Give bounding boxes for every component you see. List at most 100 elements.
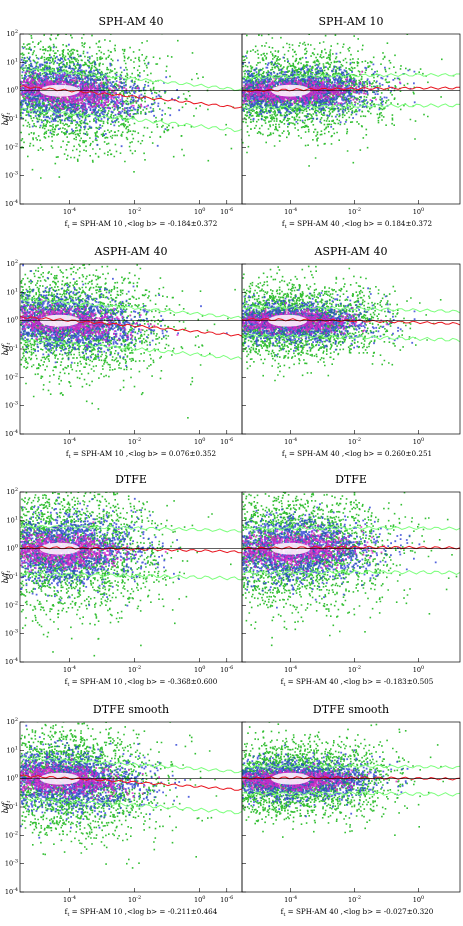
x-tick-label: 100​ xyxy=(413,437,424,446)
lower-percentile-line xyxy=(20,107,242,133)
y-tick-label: 101​ xyxy=(7,57,18,66)
upper-percentile-line xyxy=(242,72,460,80)
lower-percentile-line xyxy=(242,333,460,343)
x-tick-label: 10-6​ xyxy=(220,895,233,904)
density-cloud xyxy=(242,722,460,838)
lower-percentile-line xyxy=(20,337,242,361)
panel-subtitle: ft​ = SPH-AM 10 ,<log b> = -0.184±0.372 xyxy=(65,219,218,230)
median-line xyxy=(20,545,242,554)
x-tick-label: 10-4​ xyxy=(63,895,76,904)
median-line xyxy=(242,86,460,93)
y-tick-label: 10-1​ xyxy=(5,572,18,581)
y-tick-label: 101​ xyxy=(7,287,18,296)
y-tick-label: 102​ xyxy=(7,259,18,268)
x-tick-label: 10-4​ xyxy=(63,437,76,446)
x-tick-label: 100​ xyxy=(413,665,424,674)
x-tick-label: 10-2​ xyxy=(348,207,361,216)
panel-subtitle: ft​ = SPH-AM 40 ,<log b> = -0.027±0.320 xyxy=(281,907,434,918)
panel-3-1: DTFE smooth 10-6​ 10-4​ 10-2​ 100​ ft​ = SPH-… xyxy=(220,703,461,918)
panel-0-1: SPH-AM 10 10-6​ 10-4​ 10-2​ 100​ ft​ = SPH-AM… xyxy=(220,15,461,230)
density-cloud xyxy=(242,265,460,382)
upper-percentile-line xyxy=(242,764,460,770)
panel-subtitle: ft​ = SPH-AM 40 ,<log b> = -0.183±0.505 xyxy=(281,677,434,688)
cloud-layer-0 xyxy=(20,722,218,869)
panel-subtitle: ft​ = SPH-AM 40 ,<log b> = 0.184±0.372 xyxy=(282,219,432,230)
y-tick-label: 10-2​ xyxy=(5,142,18,151)
x-tick-label: 10-2​ xyxy=(128,895,141,904)
x-tick-label: 10-4​ xyxy=(284,207,297,216)
x-tick-label: 10-4​ xyxy=(284,665,297,674)
cloud-layer-2 xyxy=(242,70,401,106)
panel-subtitle: ft​ = SPH-AM 10 ,<log b> = -0.368±0.600 xyxy=(65,677,218,688)
upper-percentile-line xyxy=(20,756,242,774)
x-tick-label: 100​ xyxy=(413,207,424,216)
panel-3-0: DTFE smooth 10-4​ 10-2​ 100​ 10-4​ 10-3​ 10-2​… xyxy=(1,703,243,918)
panel-title: DTFE smooth xyxy=(313,703,389,716)
density-cloud xyxy=(242,492,460,647)
median-line xyxy=(20,315,242,337)
cloud-layer-0 xyxy=(20,264,236,419)
y-tick-label: 10-3​ xyxy=(5,859,18,868)
y-tick-label: 10-4​ xyxy=(5,887,18,896)
y-tick-label: 102​ xyxy=(7,717,18,726)
upper-percentile-line xyxy=(20,297,242,319)
density-cloud xyxy=(20,492,242,657)
y-tick-label: 10-2​ xyxy=(5,600,18,609)
y-tick-label: 10-3​ xyxy=(5,171,18,180)
y-axis-label: b/ft​ xyxy=(1,570,12,584)
y-tick-label: 101​ xyxy=(7,745,18,754)
lower-percentile-line xyxy=(20,796,242,815)
y-tick-label: 10-1​ xyxy=(5,114,18,123)
panel-1-1: ASPH-AM 40 10-6​ 10-4​ 10-2​ 100​ ft​ = SPH-A… xyxy=(220,245,461,460)
y-tick-label: 10-3​ xyxy=(5,629,18,638)
panel-subtitle: ft​ = SPH-AM 40 ,<log b> = 0.260±0.251 xyxy=(282,449,432,460)
y-axis-label: b/ft​ xyxy=(1,112,12,126)
cloud-layer-1 xyxy=(20,496,180,607)
panel-title: SPH-AM 40 xyxy=(99,15,164,28)
x-tick-label: 100​ xyxy=(194,437,205,446)
cloud-layer-2 xyxy=(20,521,167,579)
x-tick-label: 10-2​ xyxy=(348,895,361,904)
cloud-layer-2 xyxy=(242,524,385,574)
y-tick-label: 100​ xyxy=(7,544,18,553)
x-tick-label: 10-4​ xyxy=(63,665,76,674)
x-tick-label: 10-6​ xyxy=(220,437,233,446)
lower-percentile-line xyxy=(242,103,460,111)
x-tick-label: 100​ xyxy=(194,207,205,216)
cloud-layer-1 xyxy=(20,43,181,148)
upper-percentile-line xyxy=(20,524,242,533)
y-tick-label: 10-3​ xyxy=(5,401,18,410)
y-tick-label: 10-1​ xyxy=(5,344,18,353)
lower-percentile-line xyxy=(242,569,460,576)
cloud-layer-1 xyxy=(20,264,228,367)
x-tick-label: 10-2​ xyxy=(128,437,141,446)
y-tick-label: 10-4​ xyxy=(5,429,18,438)
x-tick-label: 10-4​ xyxy=(284,437,297,446)
y-tick-label: 102​ xyxy=(7,29,18,38)
cloud-layer-1 xyxy=(20,724,190,839)
y-tick-label: 100​ xyxy=(7,774,18,783)
median-line xyxy=(242,545,460,551)
cloud-layer-1 xyxy=(242,503,437,609)
x-tick-label: 10-4​ xyxy=(63,207,76,216)
x-tick-label: 10-6​ xyxy=(220,665,233,674)
panel-0-0: SPH-AM 40 10-4​ 10-2​ 100​ 10-4​ 10-3​ 10-2​ 10… xyxy=(1,15,243,230)
y-tick-label: 100​ xyxy=(7,316,18,325)
y-tick-label: 10-4​ xyxy=(5,199,18,208)
panel-title: SPH-AM 10 xyxy=(319,15,384,28)
panel-1-0: ASPH-AM 40 10-4​ 10-2​ 100​ 10-4​ 10-3​ 10-2​ 1… xyxy=(1,245,243,460)
x-tick-label: 10-6​ xyxy=(220,207,233,216)
y-tick-label: 101​ xyxy=(7,515,18,524)
median-line xyxy=(242,317,460,326)
panel-title: ASPH-AM 40 xyxy=(94,245,168,258)
y-tick-label: 102​ xyxy=(7,487,18,496)
upper-percentile-line xyxy=(20,66,242,92)
upper-percentile-line xyxy=(242,305,460,314)
y-axis-label: b/ft​ xyxy=(1,342,12,356)
y-tick-label: 100​ xyxy=(7,86,18,95)
panel-title: DTFE xyxy=(115,473,147,486)
panel-2-1: DTFE 10-6​ 10-4​ 10-2​ 100​ ft​ = SPH-AM 40 ,… xyxy=(220,473,461,688)
x-tick-label: 10-2​ xyxy=(128,207,141,216)
x-tick-label: 10-2​ xyxy=(348,665,361,674)
x-tick-label: 100​ xyxy=(194,895,205,904)
